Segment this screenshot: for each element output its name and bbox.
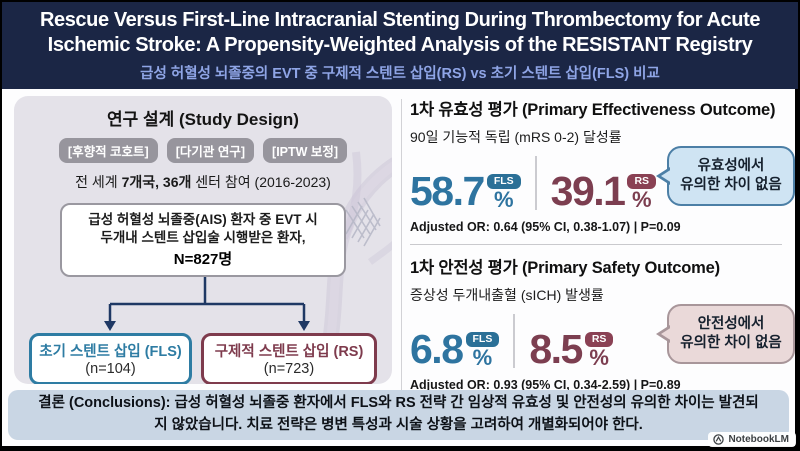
conclusion-bar: 결론 (Conclusions): 급성 허혈성 뇌졸중 환자에서 FLS와 R…: [8, 390, 789, 440]
safety-fls-unit: %: [472, 345, 493, 371]
safety-bubble-line-1: 안전성에서: [697, 316, 765, 332]
effectiveness-stats-row: 58.7 FLS % 39.1 RS %: [410, 156, 795, 215]
population-line-2: 두개내 스텐트 삽입술 시행받은 환자,: [100, 230, 306, 246]
participation-pre: 전 세계: [75, 174, 122, 190]
safety-fls-stat: 6.8 FLS %: [410, 326, 500, 373]
flowchart-arrows: [104, 277, 310, 332]
fls-group-label: 초기 스텐트 삽입 (FLS): [39, 344, 182, 361]
rs-group-label: 구제적 스텐트 삽입 (RS): [214, 344, 364, 361]
population-n: N=827명: [173, 251, 233, 269]
safety-rs-value: 8.5: [529, 326, 583, 373]
content-area: 연구 설계 (Study Design) [후향적 코호트] [다기관 연구] …: [2, 89, 795, 446]
outcomes-column: 1차 유효성 평가 (Primary Effectiveness Outcome…: [410, 96, 795, 392]
korean-subtitle: 급성 허혈성 뇌졸중의 EVT 중 구제적 스텐트 삽입(RS) vs 초기 스…: [140, 65, 660, 82]
title-line-1: Rescue Versus First-Line Intracranial St…: [39, 8, 761, 31]
artery-stent-illustration: [322, 151, 392, 342]
title-banner: Rescue Versus First-Line Intracranial St…: [2, 2, 798, 89]
safety-outcome-section: 1차 안전성 평가 (Primary Safety Outcome) 증상성 두…: [410, 254, 795, 392]
bubble-tail-fill: [661, 168, 672, 183]
conclusion-body: 급성 허혈성 뇌졸중 환자에서 FLS와 RS 전략 간 임상적 유효성 및 안…: [154, 395, 759, 433]
effectiveness-fls-unit: %: [493, 187, 514, 213]
effectiveness-rs-unit: %: [631, 187, 652, 213]
effectiveness-outcome-section: 1차 유효성 평가 (Primary Effectiveness Outcome…: [410, 96, 795, 234]
population-line-1: 급성 허혈성 뇌졸중(AIS) 환자 중 EVT 시: [88, 212, 318, 227]
effectiveness-fls-value: 58.7: [410, 168, 485, 215]
group-boxes-row: 초기 스텐트 삽입 (FLS) (n=104) 구제적 스텐트 삽입 (RS) …: [14, 333, 392, 384]
vertical-divider: [401, 99, 402, 391]
rs-badge: RS: [584, 331, 614, 348]
effectiveness-bubble-line-1: 유효성에서: [697, 158, 765, 174]
badge-retrospective-cohort: [후향적 코호트]: [58, 138, 158, 163]
effectiveness-title: 1차 유효성 평가 (Primary Effectiveness Outcome…: [410, 101, 776, 119]
participation-post: 센터 참여 (2016-2023): [191, 174, 331, 190]
rs-badge: RS: [627, 173, 657, 190]
conclusion-text: 결론 (Conclusions): 급성 허혈성 뇌졸중 환자에서 FLS와 R…: [34, 393, 763, 437]
safety-rs-unit: %: [589, 345, 609, 371]
bubble-tail-fill: [661, 326, 672, 341]
badge-iptw: [IPTW 보정]: [263, 138, 348, 163]
safety-subtitle: 증상성 두개내출혈 (sICH) 발생률: [410, 287, 604, 303]
safety-statistics: Adjusted OR: 0.93 (95% CI, 0.34-2.59) | …: [410, 378, 681, 392]
notebooklm-logo-icon: [713, 434, 725, 445]
study-design-panel: 연구 설계 (Study Design) [후향적 코호트] [다기관 연구] …: [14, 96, 392, 384]
safety-bubble-line-2: 유의한 차이 없음: [680, 334, 782, 351]
notebooklm-watermark: NotebookLM: [708, 432, 796, 447]
safety-stats-row: 6.8 FLS % 8.5 RS %: [410, 314, 795, 373]
watermark-label: NotebookLM: [728, 434, 789, 445]
population-box: 급성 허혈성 뇌졸중(AIS) 환자 중 EVT 시 두개내 스텐트 삽입술 시…: [60, 203, 346, 278]
safety-title: 1차 안전성 평가 (Primary Safety Outcome): [410, 259, 720, 277]
stat-divider: [513, 314, 516, 368]
rs-group-box: 구제적 스텐트 삽입 (RS) (n=723): [201, 333, 377, 384]
fls-group-box: 초기 스텐트 삽입 (FLS) (n=104): [29, 333, 192, 384]
safety-callout-bubble: 안전성에서 유의한 차이 없음: [656, 304, 795, 364]
rs-group-n: (n=723): [263, 361, 315, 378]
study-badges: [후향적 코호트] [다기관 연구] [IPTW 보정]: [14, 138, 392, 163]
safety-fls-value: 6.8: [410, 326, 464, 373]
participation-numbers: 7개국, 36개: [121, 174, 192, 190]
study-design-title: 연구 설계 (Study Design): [107, 110, 299, 129]
effectiveness-callout-bubble: 유효성에서 유의한 차이 없음: [656, 146, 795, 206]
conclusion-label: 결론 (Conclusions):: [38, 395, 171, 412]
effectiveness-rs-value: 39.1: [550, 168, 626, 215]
participation-text: 전 세계 7개국, 36개 센터 참여 (2016-2023): [14, 172, 392, 192]
title-line-2: Ischemic Stroke: A Propensity-Weighted A…: [47, 33, 753, 56]
badge-multicenter: [다기관 연구]: [166, 138, 255, 163]
fls-badge: FLS: [465, 331, 500, 348]
fls-badge: FLS: [486, 173, 521, 190]
horizontal-divider: [410, 244, 782, 245]
stat-divider: [534, 156, 537, 210]
fls-group-n: (n=104): [85, 361, 136, 378]
effectiveness-fls-stat: 58.7 FLS %: [410, 168, 521, 215]
effectiveness-bubble-line-2: 유의한 차이 없음: [680, 176, 782, 193]
effectiveness-rs-stat: 39.1 RS %: [550, 168, 657, 215]
effectiveness-statistics: Adjusted OR: 0.64 (95% CI, 0.38-1.07) | …: [410, 220, 681, 234]
safety-rs-stat: 8.5 RS %: [529, 326, 614, 373]
effectiveness-subtitle: 90일 기능적 독립 (mRS 0-2) 달성률: [410, 129, 622, 145]
